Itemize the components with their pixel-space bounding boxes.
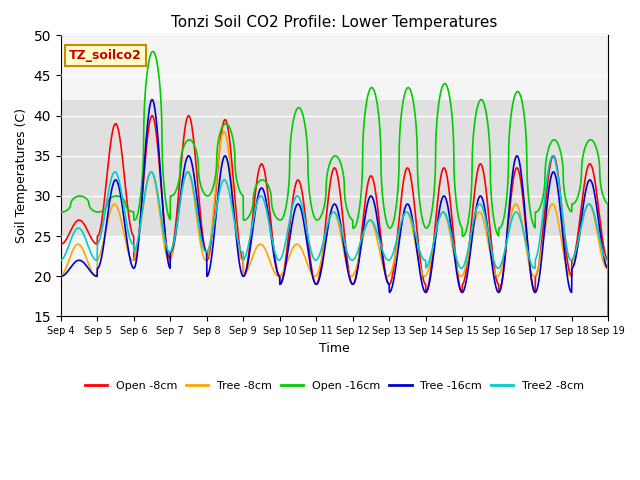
Y-axis label: Soil Temperatures (C): Soil Temperatures (C) [15, 108, 28, 243]
Bar [61, 99, 608, 236]
X-axis label: Time: Time [319, 342, 350, 355]
Text: TZ_soilco2: TZ_soilco2 [69, 49, 142, 62]
Title: Tonzi Soil CO2 Profile: Lower Temperatures: Tonzi Soil CO2 Profile: Lower Temperatur… [172, 15, 498, 30]
Legend: Open -8cm, Tree -8cm, Open -16cm, Tree -16cm, Tree2 -8cm: Open -8cm, Tree -8cm, Open -16cm, Tree -… [81, 376, 589, 395]
